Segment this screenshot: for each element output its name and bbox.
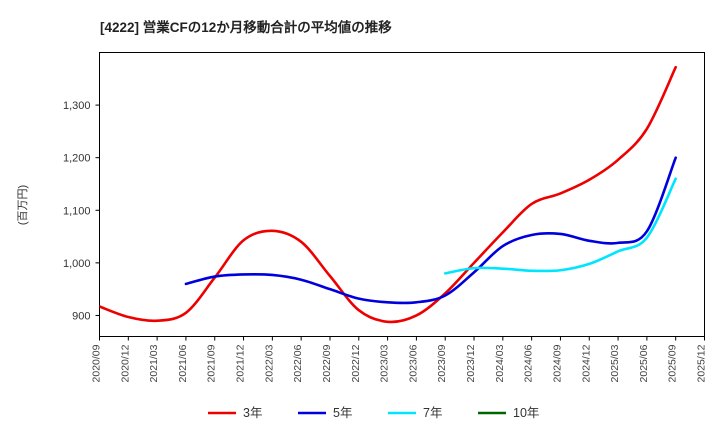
y-axis-label: (百万円) [17, 185, 29, 225]
x-tick-label: 2020/09 [91, 344, 103, 382]
y-tick-label: 900 [72, 310, 90, 322]
x-tick-label: 2025/03 [609, 344, 621, 382]
legend-label-5年[interactable]: 5年 [333, 406, 352, 420]
series-line-5年 [184, 156, 677, 305]
x-tick-label: 2021/12 [235, 344, 247, 382]
x-tick-label: 2022/09 [321, 344, 333, 382]
x-tick-label: 2023/03 [379, 344, 391, 382]
x-tick-label: 2022/03 [263, 344, 275, 382]
x-tick-label: 2025/12 [696, 344, 708, 382]
x-tick-label: 2023/09 [436, 344, 448, 382]
series-line-7年 [443, 177, 677, 275]
x-tick-label: 2024/03 [494, 344, 506, 382]
x-tick-label: 2023/06 [407, 344, 419, 382]
y-tick-label: 1,300 [63, 100, 91, 112]
x-tick-label: 2021/03 [148, 344, 160, 382]
x-tick-label: 2022/06 [292, 344, 304, 382]
y-tick-label: 1,000 [63, 258, 91, 270]
x-axis-ticks: 2020/09 2020/12 2021/03 2021/06 2021/09 2021/… [91, 336, 708, 382]
x-tick-label: 2024/09 [551, 344, 563, 382]
y-tick-label: 1,200 [63, 153, 91, 165]
x-tick-label: 2024/12 [580, 344, 592, 382]
legend-label-10年[interactable]: 10年 [513, 406, 539, 420]
x-tick-label: 2021/09 [206, 344, 218, 382]
page-title: [4222] 営業CFの12か月移動合計の平均値の推移 [100, 19, 392, 35]
x-tick-label: 2025/06 [638, 344, 650, 382]
x-tick-label: 2022/12 [350, 344, 362, 382]
plot-area-border [99, 52, 705, 337]
y-tick-label: 1,100 [63, 205, 91, 217]
chart-legend[interactable]: 3年 5年 7年 10年 [208, 406, 539, 420]
legend-label-7年[interactable]: 7年 [423, 406, 442, 420]
series-line-3年 [99, 65, 677, 324]
x-tick-label: 2021/06 [177, 344, 189, 382]
series-lines [99, 65, 677, 324]
x-tick-label: 2020/12 [119, 344, 131, 382]
x-tick-label: 2023/12 [465, 344, 477, 382]
x-tick-label: 2024/06 [523, 344, 535, 382]
legend-label-3年[interactable]: 3年 [243, 406, 262, 420]
y-axis-ticks: 900 1,000 1,100 1,200 1,300 [63, 100, 100, 322]
x-tick-label: 2025/09 [667, 344, 679, 382]
